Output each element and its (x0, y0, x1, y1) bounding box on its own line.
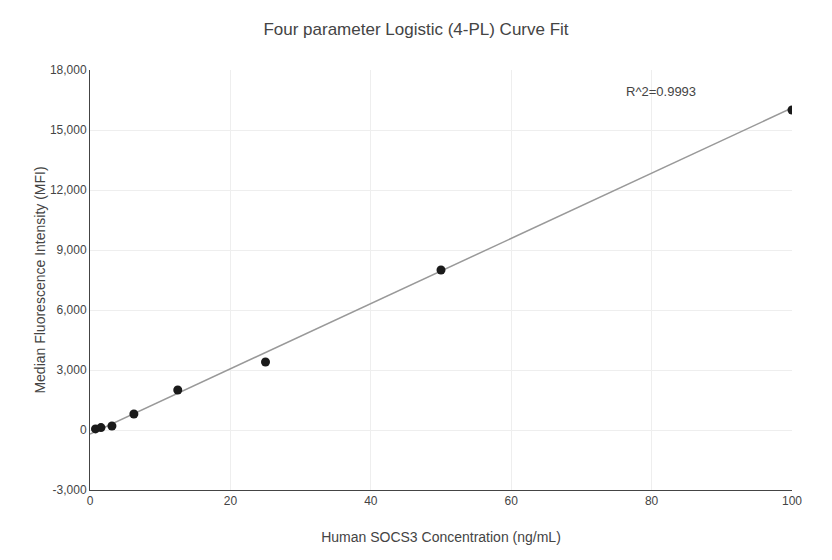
svg-text:20: 20 (224, 494, 238, 508)
svg-text:0: 0 (80, 423, 87, 437)
svg-text:60: 60 (505, 494, 519, 508)
svg-text:9,000: 9,000 (57, 243, 87, 257)
svg-text:80: 80 (645, 494, 659, 508)
svg-text:0: 0 (87, 494, 94, 508)
svg-text:R^2=0.9993: R^2=0.9993 (626, 84, 696, 99)
svg-text:18,000: 18,000 (50, 63, 87, 77)
svg-text:6,000: 6,000 (57, 303, 87, 317)
svg-text:40: 40 (364, 494, 378, 508)
svg-text:100: 100 (782, 494, 802, 508)
svg-text:15,000: 15,000 (50, 123, 87, 137)
svg-text:12,000: 12,000 (50, 183, 87, 197)
svg-text:Human SOCS3 Concentration (ng/: Human SOCS3 Concentration (ng/mL) (321, 529, 561, 545)
svg-text:Four parameter Logistic (4-PL): Four parameter Logistic (4-PL) Curve Fit (263, 20, 568, 39)
svg-text:3,000: 3,000 (57, 363, 87, 377)
svg-text:-3,000: -3,000 (53, 483, 87, 497)
svg-text:Median Fluorescence Intensity: Median Fluorescence Intensity (MFI) (32, 166, 48, 393)
